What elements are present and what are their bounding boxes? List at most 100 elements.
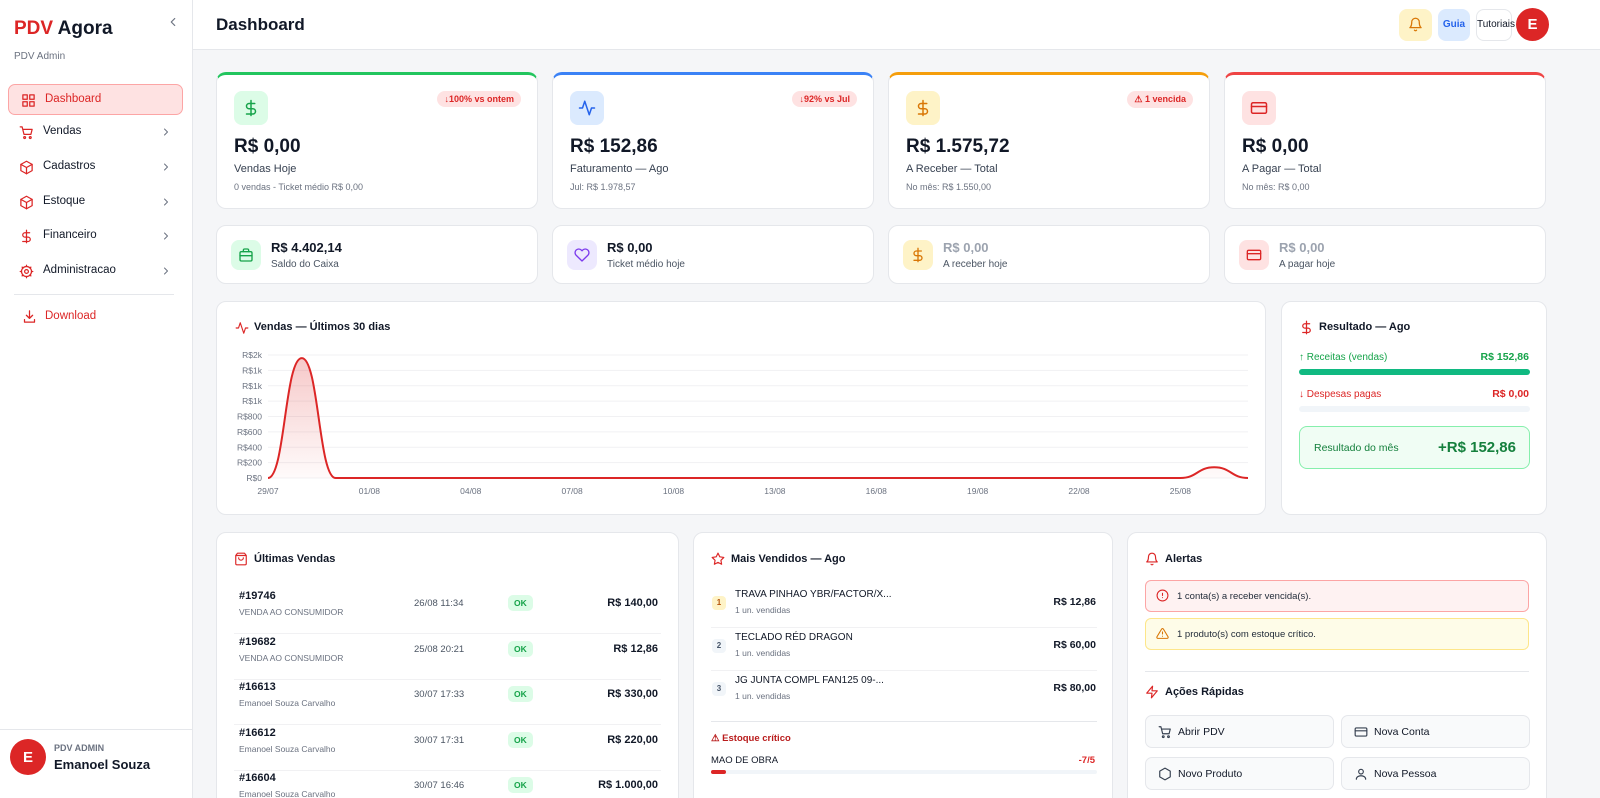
quick-action[interactable]: Abrir PDV bbox=[1145, 715, 1334, 748]
chart-panel: Vendas — Últimos 30 dias R$0 R$200 R$400 R$6… bbox=[216, 301, 1266, 515]
status-badge: OK bbox=[508, 686, 533, 702]
x-tick-label: 01/08 bbox=[359, 486, 381, 496]
status-badge: OK bbox=[508, 731, 533, 748]
quick-label: Nova Conta bbox=[1374, 726, 1430, 738]
stat-card: ↓100% vs ontem R$ 0,00 Vendas Hoje 0 vendas… bbox=[216, 72, 538, 209]
mini-value: R$ 0,00 bbox=[607, 240, 653, 255]
sale-row[interactable]: #19746 VENDA AO CONSUMIDOR 26/08 11:34 OK R$… bbox=[234, 589, 661, 634]
y-tick-label: R$200 bbox=[237, 458, 262, 468]
icon-heart bbox=[574, 248, 590, 262]
stat-icon bbox=[570, 91, 604, 125]
quick-action[interactable]: Novo Produto bbox=[1145, 757, 1334, 790]
sidebar: PDV Agora PDV Admin Dashboard Vendas Cadastr… bbox=[0, 0, 193, 798]
nav-item[interactable]: Financeiro bbox=[8, 221, 183, 252]
income-bar bbox=[1299, 369, 1530, 375]
product-name: TRAVA PINHAO YBR/FACTOR/X... bbox=[735, 589, 892, 600]
mini-label: A receber hoje bbox=[943, 259, 1008, 270]
nav-item[interactable]: Estoque bbox=[8, 187, 183, 218]
product-sub: 1 un. vendidas bbox=[735, 648, 791, 658]
icon-card bbox=[1250, 102, 1268, 114]
quick-action[interactable]: Nova Pessoa bbox=[1341, 757, 1530, 790]
top-seller-row: 2 TECLADO RÉD DRAGON 1 un. vendidas R$ 60,0… bbox=[711, 628, 1097, 671]
sale-date: 30/07 17:31 bbox=[414, 734, 465, 746]
nav-label: Administracao bbox=[43, 264, 116, 276]
sale-row[interactable]: #16613 Emanoel Souza Carvalho 30/07 17:33 O… bbox=[234, 680, 661, 725]
stat-sub: 0 vendas - Ticket médio R$ 0,00 bbox=[234, 182, 364, 192]
sale-row[interactable]: #19682 VENDA AO CONSUMIDOR 25/08 20:21 OK R$… bbox=[234, 635, 661, 680]
y-tick-label: R$1k bbox=[242, 396, 263, 406]
sale-date: 30/07 16:46 bbox=[414, 780, 465, 791]
stock-title: ⚠ Estoque crítico bbox=[711, 733, 791, 744]
stat-badge: ↓100% vs ontem bbox=[437, 91, 521, 107]
quick-action[interactable]: Nova Conta bbox=[1341, 715, 1530, 748]
stat-sub: No mês: R$ 0,00 bbox=[1242, 182, 1310, 192]
nav-item[interactable]: Cadastros bbox=[8, 152, 183, 183]
brand: PDV Agora bbox=[14, 18, 113, 40]
icon-bag bbox=[239, 248, 253, 262]
header-avatar[interactable]: E bbox=[1516, 8, 1549, 41]
alerts-panel: Alertas 1 conta(s) a receber vencida(s). 1… bbox=[1127, 532, 1547, 798]
x-tick-label: 10/08 bbox=[663, 486, 685, 496]
x-tick-label: 16/08 bbox=[866, 486, 888, 496]
sale-date: 30/07 17:33 bbox=[414, 689, 465, 700]
nav-label: Cadastros bbox=[43, 160, 96, 172]
user-avatar[interactable]: E bbox=[10, 739, 46, 775]
nav-item[interactable]: Administracao bbox=[8, 256, 183, 287]
product-value: R$ 80,00 bbox=[1053, 682, 1096, 694]
stock-value: -7/5 bbox=[1078, 755, 1095, 766]
alert-text: 1 conta(s) a receber vencida(s). bbox=[1177, 591, 1312, 602]
status-badge: OK bbox=[508, 640, 533, 657]
stat-label: Faturamento — Ago bbox=[570, 163, 669, 175]
sale-row[interactable]: #16604 Emanoel Souza Carvalho 30/07 16:46 O… bbox=[234, 771, 661, 798]
nav-item[interactable]: Vendas bbox=[8, 117, 183, 148]
icon-activity bbox=[235, 322, 249, 334]
icon-dollar bbox=[917, 99, 929, 117]
alert-text: 1 produto(s) com estoque crítico. bbox=[1177, 629, 1316, 640]
icon-hex bbox=[1159, 767, 1171, 781]
stat-value: R$ 1.575,72 bbox=[906, 136, 1010, 157]
mini-icon bbox=[903, 240, 933, 270]
product-name: TECLADO RÉD DRAGON bbox=[735, 632, 853, 643]
quick-label: Nova Pessoa bbox=[1374, 768, 1437, 780]
alert-item: 1 conta(s) a receber vencida(s). bbox=[1145, 580, 1529, 612]
sales-line bbox=[267, 357, 1249, 479]
icon-chev bbox=[164, 128, 168, 136]
stat-value: R$ 0,00 bbox=[234, 136, 301, 157]
sale-date: 25/08 20:21 bbox=[414, 643, 465, 655]
result-total-box: Resultado do mês +R$ 152,86 bbox=[1299, 426, 1530, 469]
icon-chev bbox=[164, 232, 168, 240]
sidebar-divider bbox=[14, 294, 174, 295]
icon-chevl bbox=[170, 17, 176, 27]
top-seller-row: 1 TRAVA PINHAO YBR/FACTOR/X... 1 un. vendi… bbox=[711, 585, 1097, 628]
stat-value: R$ 0,00 bbox=[1242, 136, 1309, 157]
stat-sub: Jul: R$ 1.978,57 bbox=[570, 182, 636, 192]
download-link[interactable]: Download bbox=[14, 304, 174, 330]
x-tick-label: 07/08 bbox=[561, 486, 583, 496]
stat-value: R$ 152,86 bbox=[570, 136, 658, 157]
icon-cube bbox=[20, 160, 33, 175]
nav-item[interactable]: Dashboard bbox=[8, 84, 183, 115]
sale-customer: VENDA AO CONSUMIDOR bbox=[239, 652, 344, 663]
total-label: Resultado do mês bbox=[1314, 442, 1399, 454]
sale-row[interactable]: #16612 Emanoel Souza Carvalho 30/07 17:31 O… bbox=[234, 726, 661, 771]
rank-badge: 1 bbox=[712, 596, 726, 610]
y-tick-label: R$1k bbox=[242, 365, 263, 375]
stock-divider bbox=[711, 721, 1097, 722]
panel-title: Últimas Vendas bbox=[254, 553, 336, 565]
sale-customer: Emanoel Souza Carvalho bbox=[239, 698, 336, 708]
sale-id: #16613 bbox=[239, 681, 276, 693]
stat-icon bbox=[234, 91, 268, 125]
download-label: Download bbox=[45, 310, 97, 322]
expense-bar bbox=[1299, 406, 1530, 412]
sale-value: R$ 140,00 bbox=[607, 597, 658, 609]
icon-dollar bbox=[913, 247, 923, 263]
icon-alert bbox=[1156, 589, 1169, 602]
quick-title: Ações Rápidas bbox=[1165, 686, 1244, 698]
sale-id: #19682 bbox=[239, 635, 276, 648]
notifications-button[interactable] bbox=[1399, 9, 1432, 41]
y-tick-label: R$0 bbox=[246, 473, 262, 483]
tutorials-button[interactable]: Tutoriais bbox=[1476, 9, 1515, 41]
guide-button[interactable]: Guia bbox=[1438, 9, 1470, 41]
sale-id: #16612 bbox=[239, 726, 276, 739]
icon-dollar bbox=[1302, 320, 1311, 335]
